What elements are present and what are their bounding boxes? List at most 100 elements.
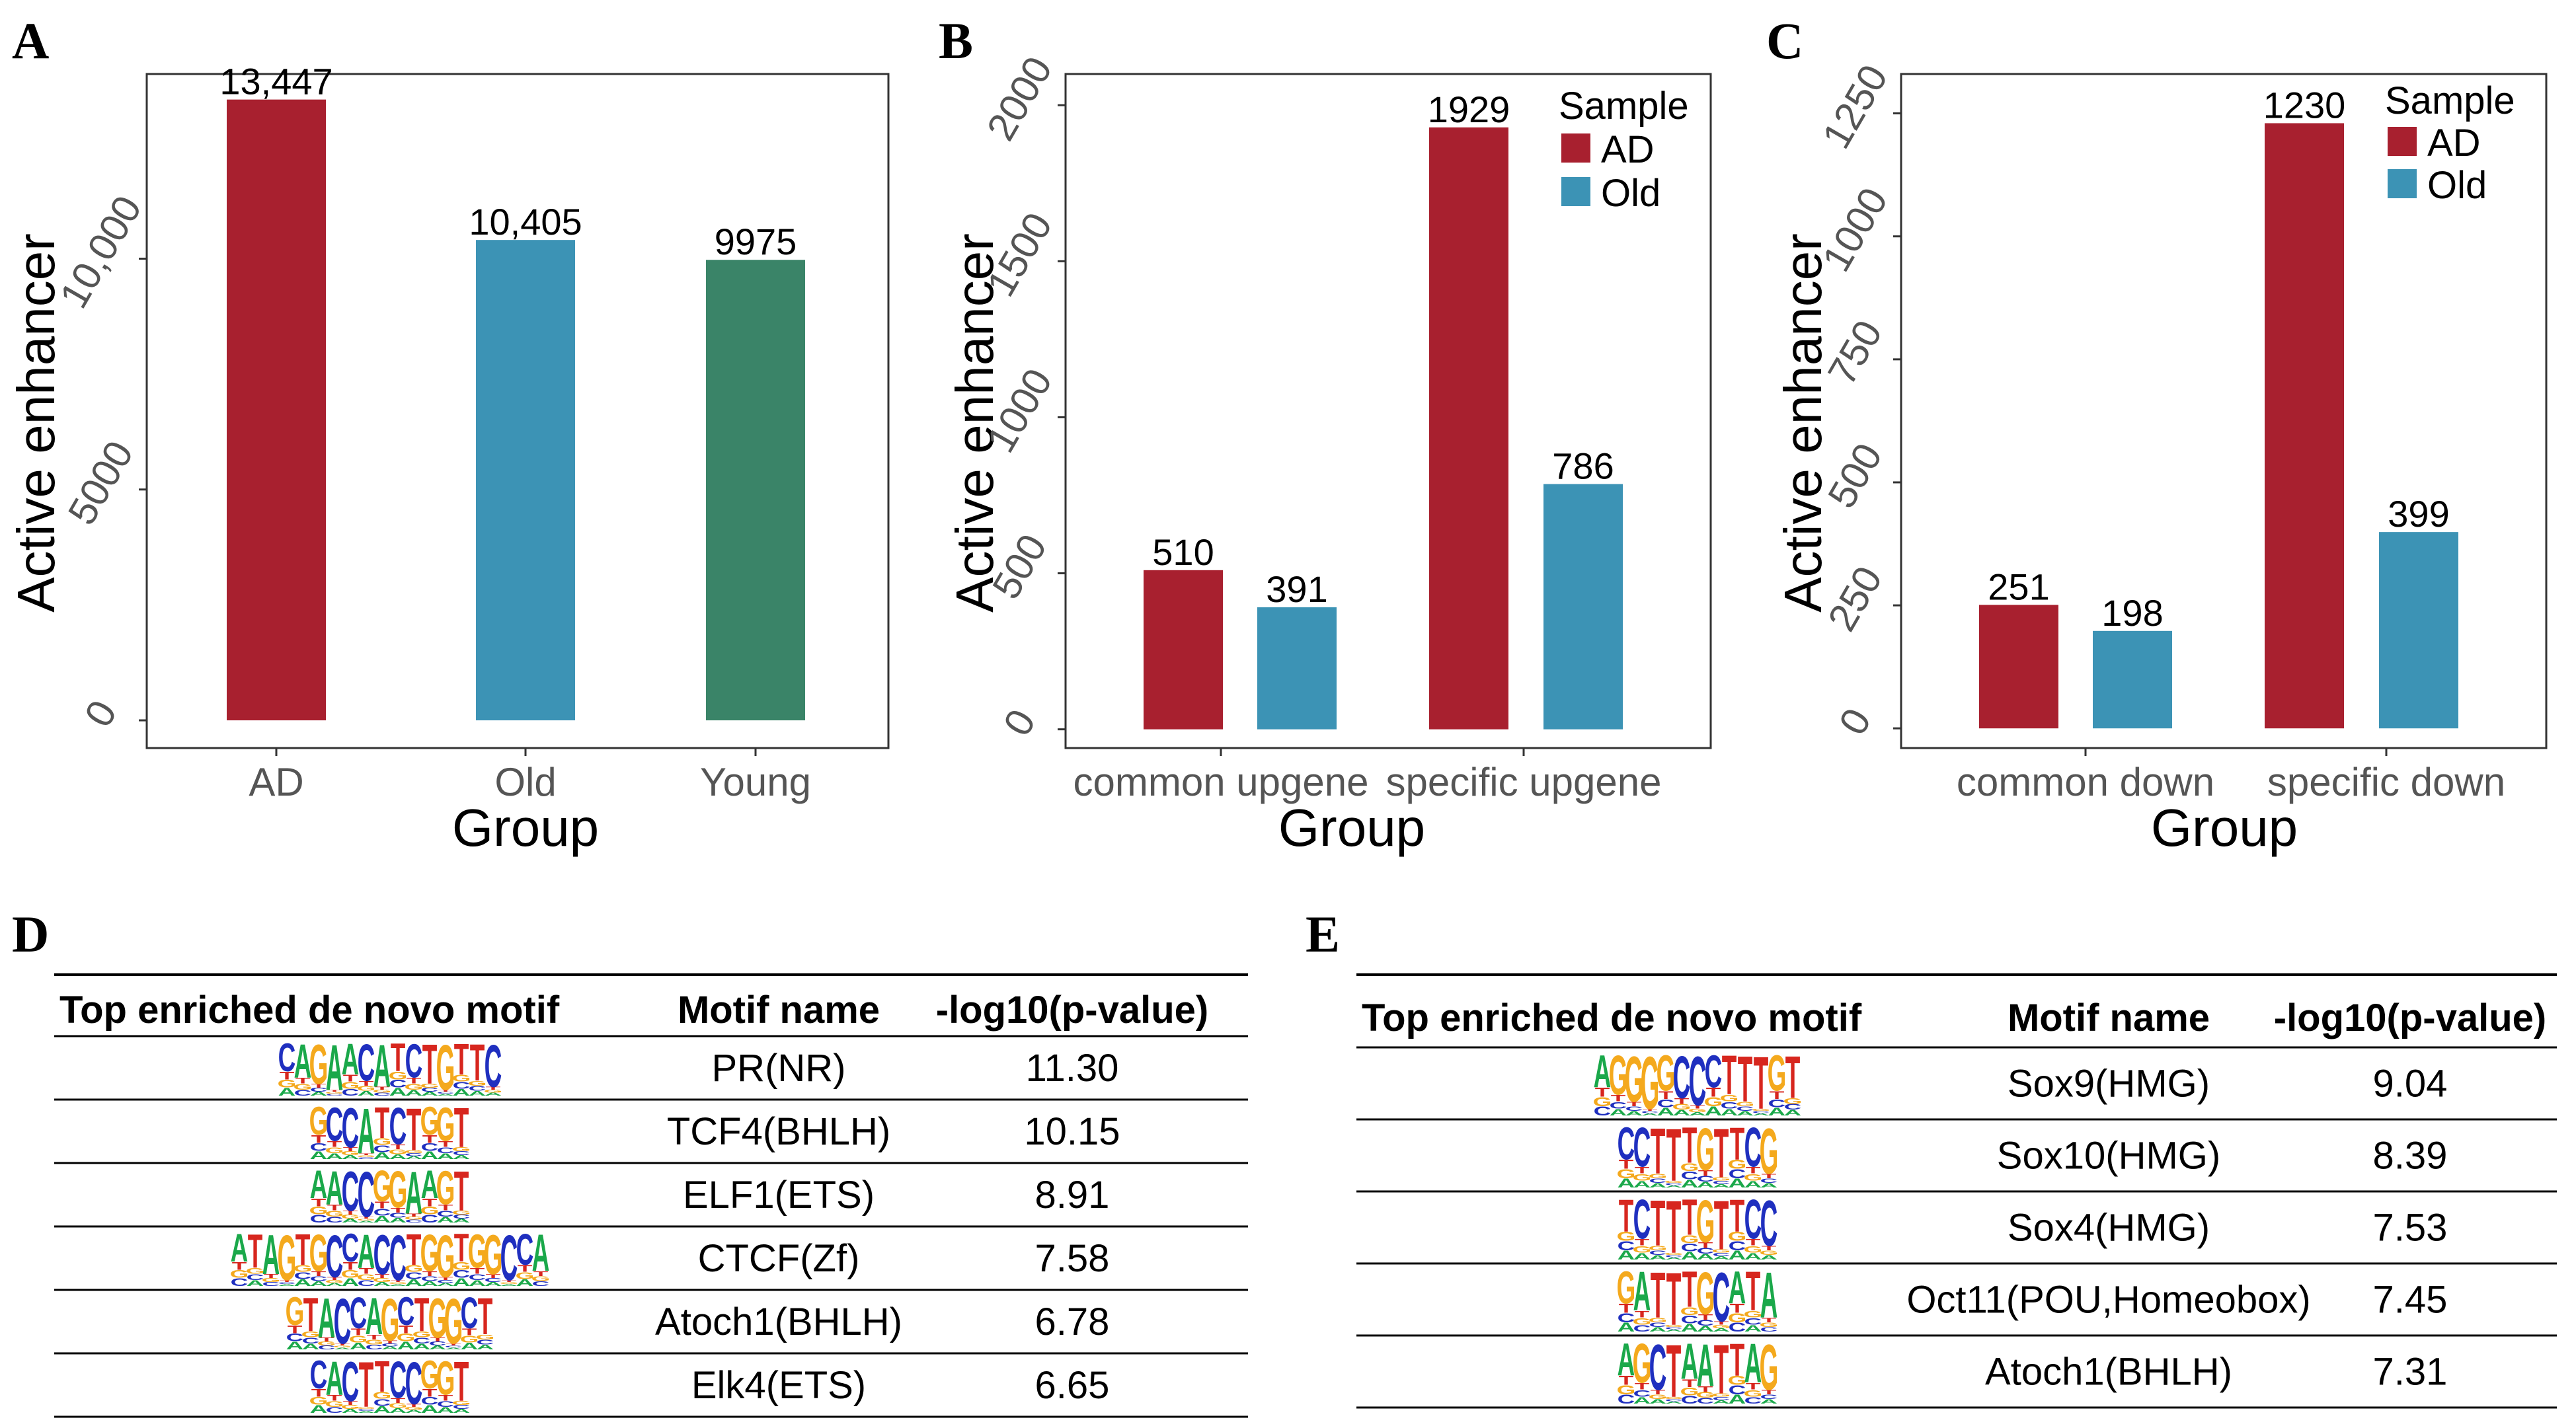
motif-letter: C: [342, 1087, 360, 1098]
motif-letter: T: [327, 1140, 342, 1149]
motif-letter: C: [1633, 1116, 1651, 1179]
motif-letter: C: [1618, 1239, 1635, 1253]
motif-letter: G: [357, 1084, 376, 1092]
y-tick-label: 5000: [59, 433, 142, 532]
motif-letter: G: [1664, 1180, 1684, 1184]
motif-letter: T: [407, 1213, 422, 1218]
motif-letter: A: [1784, 1108, 1802, 1117]
motif-letter: C: [437, 1092, 455, 1094]
motif-letter: A: [247, 1279, 264, 1288]
motif-letter: A: [1713, 1256, 1731, 1261]
motif-name: CTCF(Zf): [698, 1237, 860, 1280]
motif-letter: G: [1696, 1390, 1715, 1399]
x-tick-label: AD: [249, 760, 303, 804]
motif-letter: A: [1697, 1324, 1715, 1333]
motif-letter: A: [350, 1341, 368, 1351]
motif-letter: G: [1593, 1095, 1612, 1109]
motif-letter: G: [301, 1330, 321, 1339]
motif-letter: T: [280, 1280, 295, 1283]
bar: [1979, 605, 2058, 729]
motif-letter: T: [391, 1143, 406, 1150]
motif-letter: A: [389, 1086, 407, 1098]
motif-letter: T: [1714, 1320, 1729, 1326]
motif-letter: C: [389, 1351, 407, 1409]
motif-letter: T: [1698, 1313, 1713, 1322]
motif-letter: G: [1641, 1041, 1660, 1125]
motif-letter: A: [1649, 1182, 1667, 1189]
motif-letter: C: [1681, 1170, 1699, 1182]
motif-letter: A: [342, 1218, 360, 1224]
motif-letter: A: [421, 1150, 439, 1162]
motif-letter: G: [412, 1330, 432, 1339]
motif-letter: A: [485, 1281, 502, 1287]
motif-letter: A: [1665, 1185, 1683, 1188]
motif-letter: G: [1744, 1172, 1763, 1183]
motif-letter: C: [1784, 1102, 1802, 1111]
motif-name: Sox4(HMG): [2008, 1207, 2210, 1250]
motif-letter: T: [375, 1098, 390, 1147]
motif-letter: G: [1633, 1244, 1652, 1255]
motif-letter: C: [1649, 1322, 1667, 1328]
motif-letter: A: [1760, 1398, 1778, 1405]
motif-letter: G: [452, 1073, 471, 1084]
bar-value-label: 198: [2101, 592, 2163, 634]
motif-letter: T: [407, 1096, 422, 1163]
motif-letter: G: [1617, 1167, 1636, 1181]
legend-swatch-ad: [2388, 127, 2417, 156]
motif-letter: G: [484, 1223, 503, 1286]
motif-letter: G: [1768, 1045, 1787, 1102]
motif-letter: T: [1635, 1309, 1650, 1320]
motif-letter: A: [373, 1281, 391, 1287]
motif-letter: C: [1673, 1043, 1691, 1111]
motif-letter: C: [1657, 1098, 1675, 1110]
motif-letter: A: [1713, 1184, 1731, 1189]
bar: [2265, 123, 2344, 729]
motif-letter: C: [461, 1289, 479, 1337]
motif-letter: T: [438, 1203, 453, 1213]
motif-letter: T: [462, 1327, 477, 1337]
motif-letter: T: [1651, 1115, 1666, 1187]
motif-letter: G: [1680, 1234, 1699, 1246]
panel-label-e: E: [1306, 905, 1340, 963]
panel-label-c: C: [1766, 12, 1803, 69]
motif-letter: A: [532, 1224, 550, 1283]
motif-letter: C: [1744, 1116, 1762, 1179]
motif-letter: T: [391, 1396, 406, 1404]
motif-letter: G: [389, 1148, 408, 1156]
motif-name: Atoch1(BHLH): [655, 1300, 902, 1343]
motif-letter: A: [453, 1087, 471, 1098]
motif-letter: T: [367, 1333, 382, 1341]
column-header-pvalue: -log10(p-value): [936, 989, 1209, 1032]
motif-letter: G: [1617, 1230, 1636, 1244]
motif-letter: C: [437, 1209, 455, 1219]
motif-letter: A: [1744, 1323, 1762, 1334]
motif-letter: G: [1617, 1383, 1636, 1397]
motif-letter: G: [436, 1162, 455, 1215]
legend-title: Sample: [2385, 79, 2515, 122]
motif-letter: C: [262, 1281, 280, 1287]
motif-letter: T: [454, 1096, 469, 1159]
motif-letter: A: [500, 1283, 518, 1286]
motif-letter: T: [343, 1400, 358, 1406]
motif-letter: T: [1619, 1190, 1634, 1241]
motif-letter: T: [375, 1200, 390, 1211]
motif-name: Sox9(HMG): [2008, 1063, 2210, 1106]
y-tick-label: 10,000: [51, 188, 150, 315]
motif-letter: C: [310, 1353, 328, 1397]
motif-pvalue: 7.45: [2373, 1279, 2448, 1322]
motif-letter: A: [310, 1162, 328, 1207]
motif-letter: T: [518, 1263, 533, 1274]
motif-letter: G: [1720, 1093, 1739, 1104]
motif-pvalue: 11.30: [1026, 1047, 1119, 1090]
motif-letter: G: [309, 1099, 329, 1143]
motif-letter: T: [1754, 1041, 1769, 1125]
motif-letter: G: [1704, 1095, 1723, 1109]
motif-letter: T: [1651, 1187, 1666, 1259]
motif-letter: G: [1696, 1187, 1715, 1255]
motif-letter: T: [343, 1260, 358, 1272]
motif-letter: T: [1730, 1118, 1745, 1169]
motif-letter: T: [1666, 1185, 1682, 1269]
legend-title: Sample: [1559, 85, 1689, 128]
motif-letter: C: [310, 1275, 328, 1283]
